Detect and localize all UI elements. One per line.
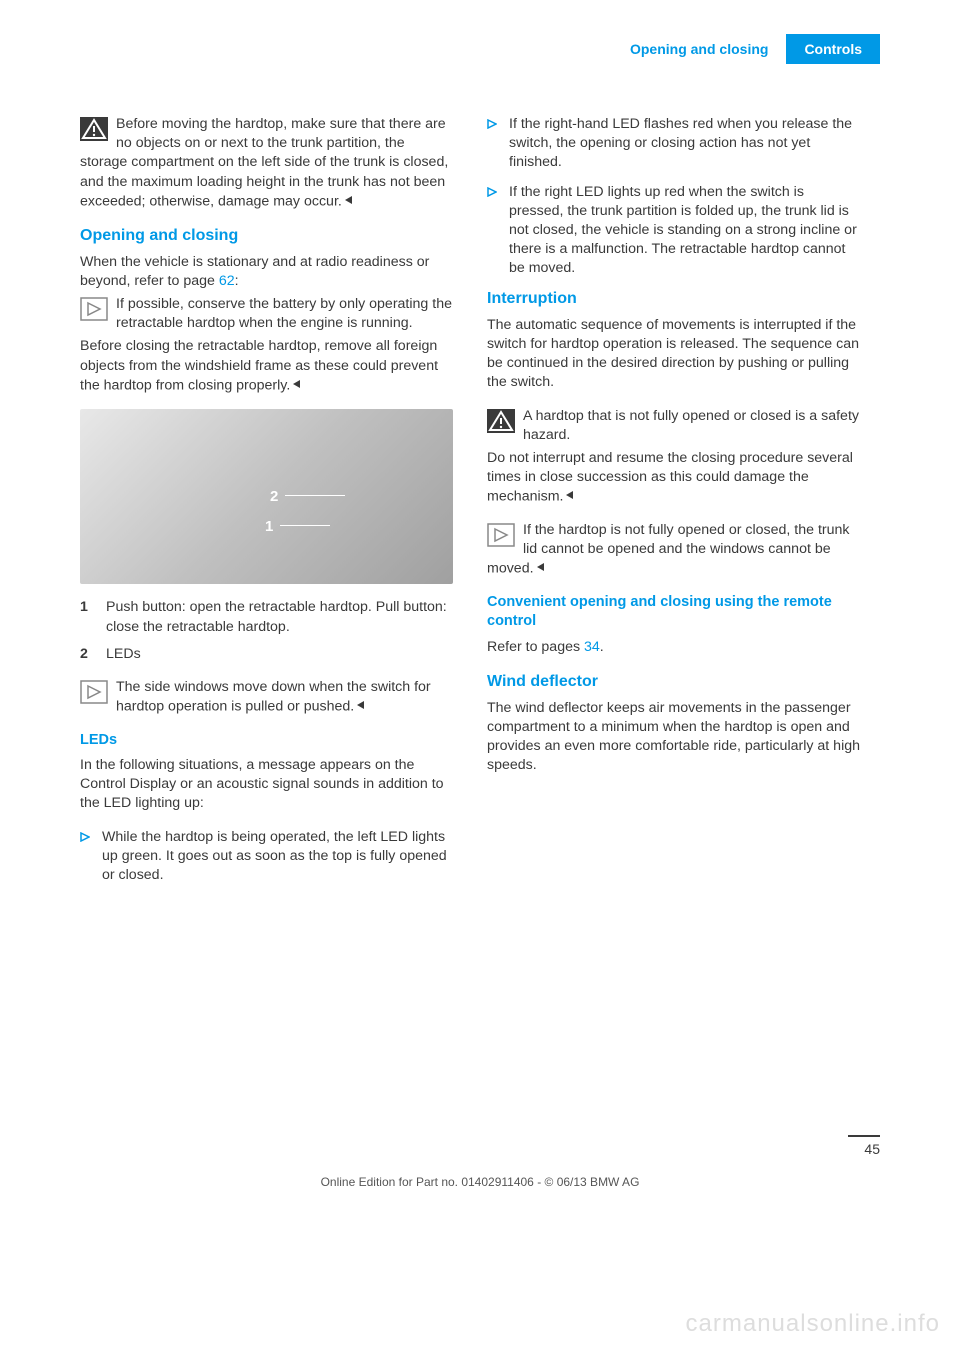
header-bar: Opening and closing Controls [612,34,880,64]
text: Do not interrupt and resume the closing … [487,450,853,505]
paragraph: Before closing the retractable hardtop, … [80,337,453,395]
bullet-item: If the right LED lights up red when the … [487,183,860,279]
numbered-list: 1 Push button: open the retractable hard… [80,598,453,664]
warning-icon [487,409,515,433]
list-text: Push button: open the retractable hardto… [106,598,453,636]
list-item: 2 LEDs [80,645,453,664]
page-number-block: 45 [848,1135,880,1157]
tip-icon [80,297,108,321]
bullet-item: If the right-hand LED flashes red when y… [487,115,860,173]
hardtop-switch-figure: 2 1 [80,409,453,584]
text: : [235,273,239,289]
text: Before closing the retractable hardtop, … [80,338,438,393]
bullet-text: If the right-hand LED flashes red when y… [509,115,860,173]
end-mark-icon [344,192,354,211]
left-column: Before moving the hardtop, make sure tha… [80,115,453,895]
end-mark-icon [536,559,546,578]
end-mark-icon [292,376,302,395]
bullet-icon [80,828,102,886]
heading-interruption: Interruption [487,288,860,310]
bullet-item: While the hardtop is being operated, the… [80,828,453,886]
bullet-icon [487,183,509,279]
warning-text: A hardtop that is not fully opened or cl… [523,408,859,443]
header-section-label: Opening and closing [612,34,786,64]
page-link-34[interactable]: 34 [584,639,600,655]
list-number: 1 [80,598,106,636]
tip-icon [80,680,108,704]
heading-opening-closing: Opening and closing [80,225,453,247]
bullet-text: While the hardtop is being operated, the… [102,828,453,886]
paragraph: When the vehicle is stationary and at ra… [80,253,453,291]
list-number: 2 [80,645,106,664]
paragraph: The automatic sequence of movements is i… [487,316,860,393]
end-mark-icon [565,487,575,506]
figure-label-2: 2 [270,487,278,507]
heading-wind-deflector: Wind deflector [487,671,860,693]
figure-label-1: 1 [265,517,273,537]
bullet-icon [487,115,509,173]
tip-paragraph: The side windows move down when the swit… [80,678,453,717]
text: . [600,639,604,655]
bullet-list: If the right-hand LED flashes red when y… [487,115,860,278]
paragraph: In the following situations, a message a… [80,756,453,814]
paragraph: Do not interrupt and resume the closing … [487,449,860,507]
text: When the vehicle is stationary and at ra… [80,254,429,289]
paragraph: The wind deflector keeps air movements i… [487,699,860,776]
paragraph: Refer to pages 34. [487,638,860,657]
tip-paragraph: If possible, conserve the battery by onl… [80,295,453,333]
page-number: 45 [848,1141,880,1157]
right-column: If the right-hand LED flashes red when y… [487,115,860,895]
warning-icon [80,117,108,141]
warning-paragraph: A hardtop that is not fully opened or cl… [487,407,860,445]
list-item: 1 Push button: open the retractable hard… [80,598,453,636]
tip-icon [487,523,515,547]
text: Refer to pages [487,639,584,655]
end-mark-icon [356,697,366,716]
watermark: carmanualsonline.info [686,1310,940,1338]
heading-leds: LEDs [80,731,453,751]
header-controls-label: Controls [786,34,880,64]
footer-text: Online Edition for Part no. 01402911406 … [0,1175,960,1189]
page-link-62[interactable]: 62 [219,273,235,289]
bullet-text: If the right LED lights up red when the … [509,183,860,279]
tip-text: If possible, conserve the battery by onl… [116,296,452,331]
list-text: LEDs [106,645,453,664]
bullet-list: While the hardtop is being operated, the… [80,828,453,886]
tip-paragraph: If the hardtop is not fully opened or cl… [487,521,860,579]
heading-convenient: Convenient opening and closing using the… [487,593,860,632]
warning-paragraph: Before moving the hardtop, make sure tha… [80,115,453,211]
tip-text: The side windows move down when the swit… [116,679,431,715]
warning-text: Before moving the hardtop, make sure tha… [80,116,448,209]
